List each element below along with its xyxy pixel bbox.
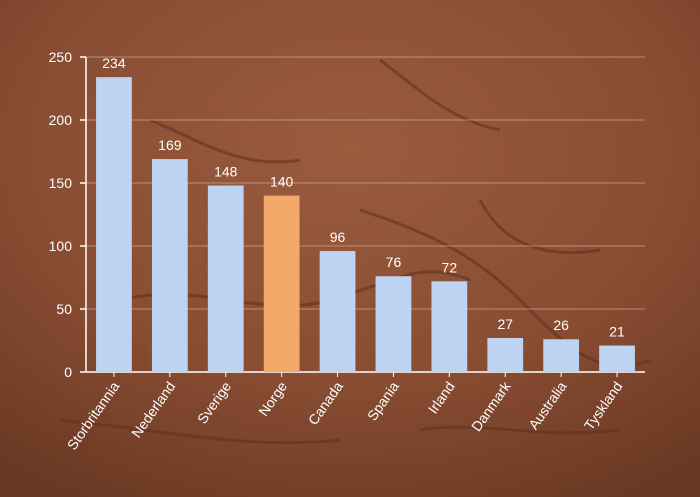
bar-sverige	[207, 185, 244, 372]
y-tick-label: 250	[49, 49, 73, 65]
bar-canada	[319, 251, 356, 372]
data-label: 96	[330, 229, 346, 245]
data-label: 234	[102, 55, 126, 71]
bar-danmark	[487, 337, 524, 372]
y-tick-label: 50	[56, 301, 72, 317]
data-label: 72	[442, 259, 458, 275]
y-tick-label: 0	[64, 364, 72, 380]
y-tick-label: 200	[49, 112, 73, 128]
data-label: 21	[609, 324, 625, 340]
data-label: 169	[158, 137, 182, 153]
data-label: 140	[270, 174, 294, 190]
data-label: 148	[214, 164, 238, 180]
bar-australia	[543, 339, 580, 372]
bar-norge	[263, 195, 300, 372]
data-label: 27	[497, 316, 513, 332]
y-tick-label: 100	[49, 238, 73, 254]
bar-tyskland	[599, 345, 635, 372]
bars	[96, 77, 635, 372]
bar-spania	[375, 276, 412, 372]
bar-irland	[431, 281, 468, 372]
bar-storbritannia	[96, 77, 132, 372]
y-tick-label: 150	[49, 175, 73, 191]
data-label: 76	[386, 254, 402, 270]
data-label: 26	[553, 317, 569, 333]
bar-nederland	[151, 159, 188, 372]
